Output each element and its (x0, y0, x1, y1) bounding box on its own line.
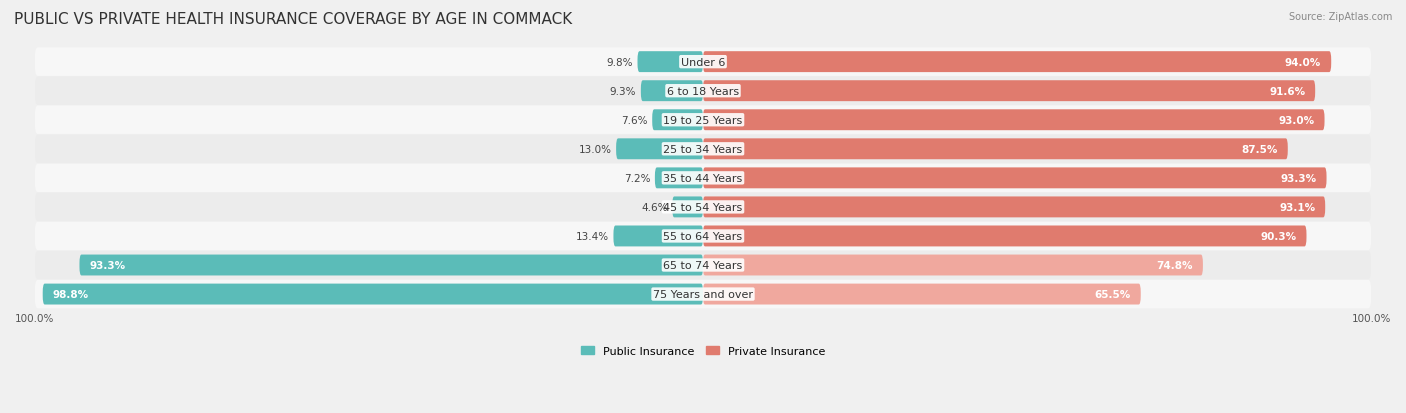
FancyBboxPatch shape (672, 197, 703, 218)
Text: 93.3%: 93.3% (1281, 173, 1316, 183)
FancyBboxPatch shape (35, 48, 1371, 77)
Text: 7.6%: 7.6% (621, 116, 648, 126)
FancyBboxPatch shape (703, 226, 1306, 247)
Text: 98.8%: 98.8% (53, 290, 89, 299)
Text: 93.1%: 93.1% (1279, 202, 1315, 212)
Text: 13.0%: 13.0% (578, 145, 612, 154)
Text: 6 to 18 Years: 6 to 18 Years (666, 86, 740, 97)
Text: 90.3%: 90.3% (1260, 231, 1296, 241)
FancyBboxPatch shape (35, 77, 1371, 106)
FancyBboxPatch shape (35, 164, 1371, 192)
Text: 93.0%: 93.0% (1278, 116, 1315, 126)
Text: Source: ZipAtlas.com: Source: ZipAtlas.com (1288, 12, 1392, 22)
FancyBboxPatch shape (42, 284, 703, 305)
Text: 9.8%: 9.8% (606, 57, 633, 67)
FancyBboxPatch shape (652, 110, 703, 131)
Text: 87.5%: 87.5% (1241, 145, 1278, 154)
FancyBboxPatch shape (703, 197, 1326, 218)
Text: 55 to 64 Years: 55 to 64 Years (664, 231, 742, 241)
Legend: Public Insurance, Private Insurance: Public Insurance, Private Insurance (576, 342, 830, 361)
FancyBboxPatch shape (35, 280, 1371, 309)
Text: Under 6: Under 6 (681, 57, 725, 67)
Text: 65 to 74 Years: 65 to 74 Years (664, 260, 742, 271)
FancyBboxPatch shape (703, 168, 1326, 189)
Text: 13.4%: 13.4% (575, 231, 609, 241)
FancyBboxPatch shape (35, 222, 1371, 251)
FancyBboxPatch shape (35, 106, 1371, 135)
Text: 75 Years and over: 75 Years and over (652, 290, 754, 299)
FancyBboxPatch shape (35, 135, 1371, 164)
Text: 94.0%: 94.0% (1285, 57, 1322, 67)
FancyBboxPatch shape (703, 52, 1331, 73)
FancyBboxPatch shape (637, 52, 703, 73)
FancyBboxPatch shape (703, 110, 1324, 131)
Text: 74.8%: 74.8% (1156, 260, 1192, 271)
Text: 4.6%: 4.6% (641, 202, 668, 212)
Text: 45 to 54 Years: 45 to 54 Years (664, 202, 742, 212)
Text: 93.3%: 93.3% (90, 260, 125, 271)
Text: 19 to 25 Years: 19 to 25 Years (664, 116, 742, 126)
FancyBboxPatch shape (616, 139, 703, 160)
FancyBboxPatch shape (35, 193, 1371, 222)
FancyBboxPatch shape (703, 139, 1288, 160)
FancyBboxPatch shape (80, 255, 703, 276)
FancyBboxPatch shape (641, 81, 703, 102)
Text: 35 to 44 Years: 35 to 44 Years (664, 173, 742, 183)
Text: PUBLIC VS PRIVATE HEALTH INSURANCE COVERAGE BY AGE IN COMMACK: PUBLIC VS PRIVATE HEALTH INSURANCE COVER… (14, 12, 572, 27)
Text: 91.6%: 91.6% (1270, 86, 1305, 97)
FancyBboxPatch shape (613, 226, 703, 247)
Text: 25 to 34 Years: 25 to 34 Years (664, 145, 742, 154)
FancyBboxPatch shape (703, 284, 1140, 305)
FancyBboxPatch shape (35, 251, 1371, 280)
Text: 7.2%: 7.2% (624, 173, 650, 183)
FancyBboxPatch shape (703, 255, 1204, 276)
Text: 9.3%: 9.3% (610, 86, 636, 97)
FancyBboxPatch shape (703, 81, 1315, 102)
FancyBboxPatch shape (655, 168, 703, 189)
Text: 65.5%: 65.5% (1094, 290, 1130, 299)
